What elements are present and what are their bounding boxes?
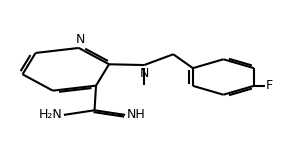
Text: H₂N: H₂N	[39, 108, 63, 121]
Text: N: N	[140, 67, 149, 80]
Text: NH: NH	[126, 108, 145, 121]
Text: F: F	[266, 79, 273, 92]
Text: N: N	[76, 33, 85, 46]
